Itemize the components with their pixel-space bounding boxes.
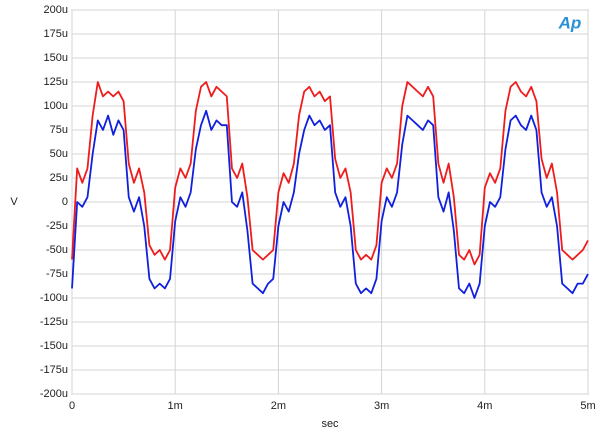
y-tick-label: -100u xyxy=(40,292,68,304)
y-tick-label: 50u xyxy=(50,148,68,160)
y-tick-label: 150u xyxy=(44,52,68,64)
x-tick-label: 0 xyxy=(69,400,75,412)
x-tick-label: 3m xyxy=(374,400,389,412)
y-tick-label: 200u xyxy=(44,4,68,16)
x-axis-label: sec xyxy=(321,418,339,430)
y-axis-label: V xyxy=(10,196,18,208)
x-tick-label: 1m xyxy=(168,400,183,412)
y-tick-label: 0 xyxy=(62,196,68,208)
y-tick-label: 125u xyxy=(44,76,68,88)
y-tick-label: -150u xyxy=(40,340,68,352)
x-tick-label: 2m xyxy=(271,400,286,412)
y-tick-label: -125u xyxy=(40,316,68,328)
x-tick-label: 4m xyxy=(477,400,492,412)
logo: Ap xyxy=(558,13,582,32)
y-tick-label: 175u xyxy=(44,28,68,40)
x-tick-label: 5m xyxy=(580,400,595,412)
y-tick-label: -25u xyxy=(46,220,68,232)
y-tick-label: -50u xyxy=(46,244,68,256)
y-tick-label: -175u xyxy=(40,364,68,376)
y-tick-label: 100u xyxy=(44,100,68,112)
y-tick-label: 75u xyxy=(50,124,68,136)
y-tick-label: -200u xyxy=(40,388,68,400)
series-line xyxy=(71,109,589,299)
y-tick-label: 25u xyxy=(50,172,68,184)
y-tick-label: -75u xyxy=(46,268,68,280)
series-line xyxy=(71,81,589,266)
